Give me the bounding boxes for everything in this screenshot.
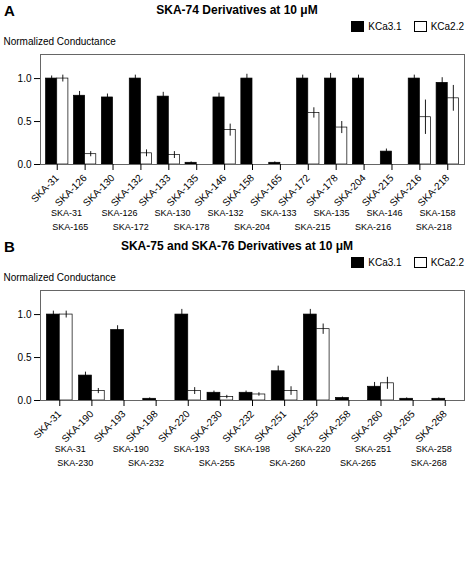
html-text:SKA-130: SKA-130: [154, 208, 191, 218]
svg-text:0.5: 0.5: [18, 352, 32, 363]
svg-text:SKA-251: SKA-251: [252, 408, 288, 442]
html-text:SKA-265: SKA-265: [340, 458, 376, 468]
html-text:SKA-220: SKA-220: [294, 444, 331, 454]
html-text:SKA-135: SKA-135: [313, 208, 350, 218]
svg-text:SKA-255: SKA-255: [284, 408, 320, 442]
svg-text:0.5: 0.5: [18, 116, 32, 127]
svg-text:SKA-265: SKA-265: [381, 408, 417, 442]
svg-text:SKA-218: SKA-218: [415, 172, 451, 206]
html-text:SKA-216: SKA-216: [355, 222, 392, 232]
svg-text:SKA-31: SKA-31: [31, 408, 63, 440]
html-text:SKA-146: SKA-146: [366, 208, 403, 218]
html-text:SKA-75 and SKA-76 Derivatives: SKA-75 and SKA-76 Derivatives at 10 μM: [120, 239, 353, 253]
html-text:SKA-198: SKA-198: [234, 444, 270, 454]
html-text:KCa3.1: KCa3.1: [368, 256, 402, 268]
html-text:SKA-132: SKA-132: [207, 208, 244, 218]
html-text:SKA-260: SKA-260: [269, 458, 306, 468]
svg-text:SKA-268: SKA-268: [413, 408, 449, 442]
html-text:SKA-31: SKA-31: [54, 444, 86, 454]
html-text:SKA-258: SKA-258: [415, 444, 452, 454]
html-text:KCa3.1: KCa3.1: [368, 20, 402, 32]
html-text:SKA-74 Derivatives at 10 μM: SKA-74 Derivatives at 10 μM: [156, 3, 318, 17]
html-text:B: B: [4, 238, 15, 255]
html-text:SKA-31: SKA-31: [51, 208, 82, 218]
html-text:SKA-215: SKA-215: [294, 222, 331, 232]
html-text:SKA-193: SKA-193: [173, 444, 210, 454]
svg-text:SKA-232: SKA-232: [220, 408, 256, 442]
html-text:KCa2.2: KCa2.2: [430, 20, 464, 32]
svg-text:Normalized Conductance: Normalized Conductance: [4, 272, 117, 283]
svg-text:1.0: 1.0: [18, 309, 32, 320]
svg-text:0.0: 0.0: [18, 159, 32, 170]
svg-text:SKA-31: SKA-31: [28, 172, 61, 205]
svg-text:SKA-260: SKA-260: [349, 408, 385, 442]
svg-text:SKA-258: SKA-258: [316, 408, 352, 442]
svg-text:SKA-230: SKA-230: [188, 408, 224, 442]
html-text:SKA-165: SKA-165: [52, 222, 89, 232]
html-text:SKA-218: SKA-218: [415, 222, 452, 232]
html-text:A: A: [4, 2, 15, 19]
html-text:SKA-204: SKA-204: [234, 222, 270, 232]
svg-text:SKA-193: SKA-193: [92, 408, 128, 442]
svg-text:0.0: 0.0: [18, 395, 32, 406]
svg-text:1.0: 1.0: [18, 73, 32, 84]
svg-text:SKA-198: SKA-198: [124, 408, 160, 442]
html-text:SKA-178: SKA-178: [173, 222, 210, 232]
html-text:SKA-251: SKA-251: [355, 444, 392, 454]
svg-text:SKA-220: SKA-220: [156, 408, 192, 442]
html-text:SKA-255: SKA-255: [198, 458, 235, 468]
html-text:SKA-232: SKA-232: [128, 458, 164, 468]
html-text:SKA-268: SKA-268: [410, 458, 447, 468]
html-text:SKA-133: SKA-133: [260, 208, 297, 218]
svg-text:Normalized Conductance: Normalized Conductance: [4, 36, 117, 47]
svg-text:SKA-190: SKA-190: [59, 408, 95, 442]
html-text:KCa2.2: KCa2.2: [430, 256, 464, 268]
html-text:SKA-190: SKA-190: [112, 444, 149, 454]
html-text:SKA-172: SKA-172: [112, 222, 149, 232]
html-text:SKA-230: SKA-230: [57, 458, 94, 468]
html-text:SKA-126: SKA-126: [101, 208, 138, 218]
html-text:SKA-158: SKA-158: [419, 208, 456, 218]
